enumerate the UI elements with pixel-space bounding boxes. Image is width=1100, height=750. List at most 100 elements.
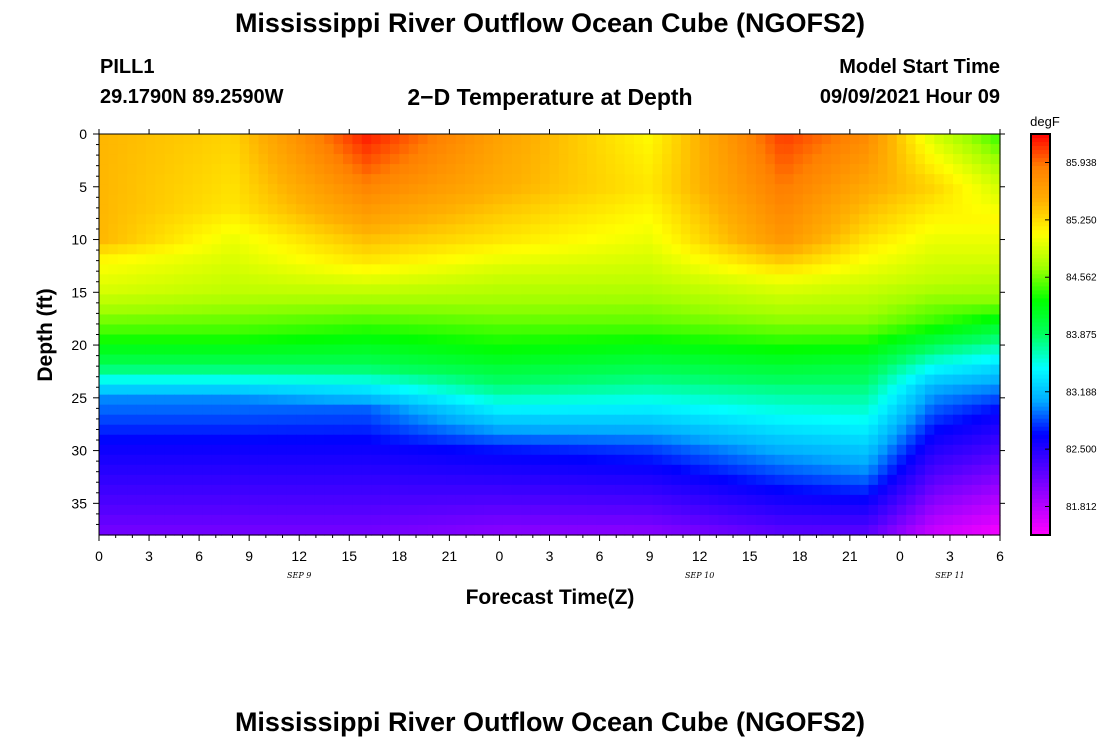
heatmap-cell [765,364,776,376]
heatmap-cell [540,154,551,165]
heatmap-cell [652,334,663,346]
heatmap-cell [277,424,288,436]
heatmap-cell [493,194,504,205]
heatmap-cell [568,494,579,506]
heatmap-cell [127,294,138,306]
heatmap-cell [924,284,935,296]
heatmap-cell [718,454,729,466]
heatmap-cell [868,254,879,265]
heatmap-cell [699,264,710,275]
heatmap-cell [474,384,485,396]
heatmap-cell [558,234,569,245]
heatmap-cell [755,224,766,235]
heatmap-cell [662,444,673,456]
heatmap-cell [868,494,879,506]
heatmap-cell [230,494,241,506]
heatmap-cell [164,234,175,245]
colorbar-segment [1031,402,1050,408]
heatmap-cell [211,144,222,155]
heatmap-cell [267,334,278,346]
heatmap-cell [549,444,560,456]
colorbar-segment [1031,318,1050,324]
heatmap-cell [774,344,785,356]
heatmap-cell [230,414,241,426]
heatmap-cell [117,254,128,265]
heatmap-cell [605,224,616,235]
heatmap-cell [962,524,973,536]
heatmap-cell [849,384,860,396]
colorbar-segment [1031,154,1050,159]
heatmap-cell [164,414,175,426]
heatmap-cell [727,264,738,275]
heatmap-cell [446,174,457,185]
heatmap-cell [699,494,710,506]
heatmap-cell [202,284,213,296]
heatmap-cell [615,134,626,145]
heatmap-cell [436,194,447,205]
heatmap-cell [361,384,372,396]
heatmap-cell [127,344,138,356]
heatmap-cell [896,444,907,456]
heatmap-cell [699,234,710,245]
heatmap-cell [680,284,691,296]
heatmap-cell [155,214,166,225]
heatmap-cell [943,354,954,366]
heatmap-cell [108,494,119,506]
heatmap-cell [831,204,842,215]
heatmap-cell [746,484,757,496]
heatmap-cell [324,434,335,446]
heatmap-cell [136,254,147,265]
heatmap-cell [286,424,297,436]
heatmap-cell [155,384,166,396]
heatmap-cell [277,134,288,145]
heatmap-cell [202,204,213,215]
heatmap-cell [793,274,804,285]
heatmap-cell [831,504,842,516]
heatmap-cell [596,274,607,285]
heatmap-cell [446,414,457,426]
heatmap-cell [568,294,579,306]
heatmap-cell [183,144,194,155]
heatmap-cell [174,444,185,456]
heatmap-cell [633,284,644,296]
heatmap-cell [802,234,813,245]
heatmap-cell [774,154,785,165]
heatmap-cell [558,494,569,506]
heatmap-cell [333,304,344,316]
heatmap-cell [305,204,316,215]
heatmap-cell [896,194,907,205]
heatmap-cell [474,514,485,526]
heatmap-cell [859,184,870,195]
heatmap-cell [680,524,691,536]
heatmap-cell [99,464,109,476]
heatmap-cell [615,184,626,195]
colorbar-segment [1031,162,1050,167]
heatmap-cell [981,314,992,326]
heatmap-cell [399,224,410,235]
heatmap-cell [690,284,701,296]
heatmap-cell [727,434,738,446]
heatmap-cell [192,184,203,195]
heatmap-cell [887,254,898,265]
heatmap-cell [239,514,250,526]
heatmap-cell [155,404,166,416]
heatmap-cell [915,384,926,396]
heatmap-cell [436,414,447,426]
heatmap-cell [286,144,297,155]
heatmap-cell [221,434,231,446]
heatmap-cell [699,474,710,486]
heatmap-cell [343,384,354,396]
heatmap-cell [267,194,278,205]
heatmap-cell [540,344,551,356]
heatmap-cell [793,494,804,506]
heatmap-cell [511,224,522,235]
heatmap-cell [221,314,231,326]
heatmap-cell [314,314,325,326]
heatmap-cell [474,304,485,316]
heatmap-cell [727,314,738,326]
heatmap-cell [868,284,879,296]
heatmap-cell [465,354,476,366]
heatmap-cell [324,184,335,195]
heatmap-cell [605,154,616,165]
heatmap-cell [643,404,654,416]
